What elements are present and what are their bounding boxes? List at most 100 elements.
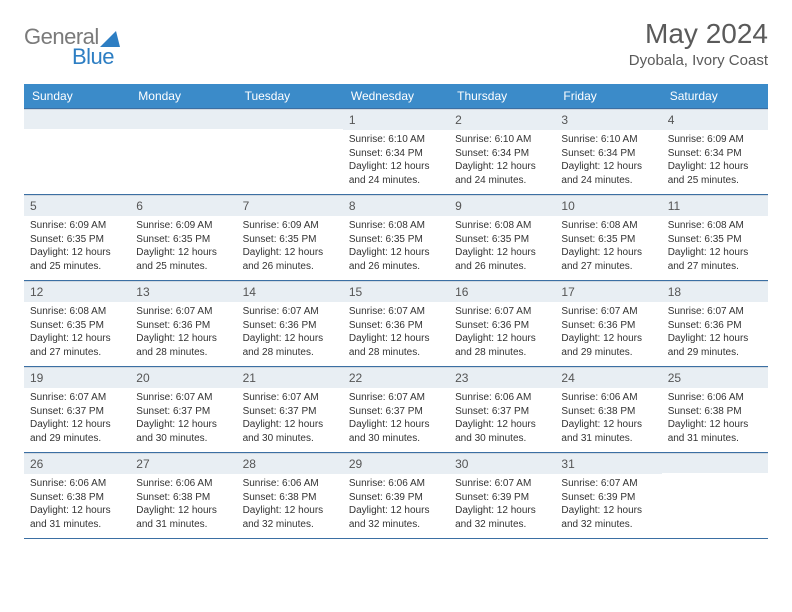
daylight-line: Daylight: 12 hours and 28 minutes.	[455, 332, 549, 359]
day-number: 23	[449, 367, 555, 388]
day-details: Sunrise: 6:07 AMSunset: 6:36 PMDaylight:…	[130, 302, 236, 364]
calendar-day-cell: 20Sunrise: 6:07 AMSunset: 6:37 PMDayligh…	[130, 367, 236, 453]
calendar-day-cell: 12Sunrise: 6:08 AMSunset: 6:35 PMDayligh…	[24, 281, 130, 367]
calendar-empty-cell	[662, 453, 768, 539]
calendar-day-cell: 31 Sunrise: 6:07 AMSunset: 6:39 PMDayligh…	[555, 453, 661, 539]
day-number: 24	[555, 367, 661, 388]
sunset-line: Sunset: 6:36 PM	[243, 319, 337, 333]
day-number: 31	[555, 453, 661, 474]
day-details: Sunrise: 6:06 AMSunset: 6:38 PMDaylight:…	[130, 474, 236, 536]
sunrise-line: Sunrise: 6:07 AM	[455, 305, 549, 319]
calendar-day-cell: 10Sunrise: 6:08 AMSunset: 6:35 PMDayligh…	[555, 195, 661, 281]
calendar-day-cell: 24Sunrise: 6:06 AMSunset: 6:38 PMDayligh…	[555, 367, 661, 453]
sunrise-line: Sunrise: 6:07 AM	[455, 477, 549, 491]
daylight-line: Daylight: 12 hours and 25 minutes.	[668, 160, 762, 187]
sunrise-line: Sunrise: 6:06 AM	[136, 477, 230, 491]
daylight-line: Daylight: 12 hours and 32 minutes.	[455, 504, 549, 531]
weekday-header: Monday	[130, 84, 236, 109]
day-details: Sunrise: 6:07 AMSunset: 6:36 PMDaylight:…	[555, 302, 661, 364]
sunrise-line: Sunrise: 6:06 AM	[668, 391, 762, 405]
sunset-line: Sunset: 6:36 PM	[136, 319, 230, 333]
sunset-line: Sunset: 6:38 PM	[668, 405, 762, 419]
empty-day-head	[237, 109, 343, 129]
calendar-page: GeneralBlue May 2024 Dyobala, Ivory Coas…	[0, 0, 792, 612]
sunset-line: Sunset: 6:35 PM	[668, 233, 762, 247]
day-number: 14	[237, 281, 343, 302]
day-number: 25	[662, 367, 768, 388]
empty-day-head	[662, 453, 768, 473]
day-number: 27	[130, 453, 236, 474]
calendar-week-row: 1Sunrise: 6:10 AMSunset: 6:34 PMDaylight…	[24, 109, 768, 195]
logo: GeneralBlue	[24, 18, 120, 70]
calendar-empty-cell	[130, 109, 236, 195]
calendar-day-cell: 18Sunrise: 6:07 AMSunset: 6:36 PMDayligh…	[662, 281, 768, 367]
sunrise-line: Sunrise: 6:07 AM	[30, 391, 124, 405]
daylight-line: Daylight: 12 hours and 29 minutes.	[30, 418, 124, 445]
sunset-line: Sunset: 6:39 PM	[455, 491, 549, 505]
day-number: 29	[343, 453, 449, 474]
day-number: 15	[343, 281, 449, 302]
sunrise-line: Sunrise: 6:09 AM	[243, 219, 337, 233]
sunset-line: Sunset: 6:38 PM	[136, 491, 230, 505]
calendar-day-cell: 6 Sunrise: 6:09 AMSunset: 6:35 PMDaylight…	[130, 195, 236, 281]
day-number: 3	[555, 109, 661, 130]
day-number: 10	[555, 195, 661, 216]
sunrise-line: Sunrise: 6:07 AM	[561, 477, 655, 491]
weekday-header: Wednesday	[343, 84, 449, 109]
day-number: 19	[24, 367, 130, 388]
calendar-day-cell: 7Sunrise: 6:09 AMSunset: 6:35 PMDaylight…	[237, 195, 343, 281]
day-number: 1	[343, 109, 449, 130]
calendar-day-cell: 4Sunrise: 6:09 AMSunset: 6:34 PMDaylight…	[662, 109, 768, 195]
location-label: Dyobala, Ivory Coast	[629, 52, 768, 69]
daylight-line: Daylight: 12 hours and 31 minutes.	[561, 418, 655, 445]
sunrise-line: Sunrise: 6:07 AM	[136, 391, 230, 405]
daylight-line: Daylight: 12 hours and 25 minutes.	[30, 246, 124, 273]
sunset-line: Sunset: 6:37 PM	[243, 405, 337, 419]
day-number: 5	[24, 195, 130, 216]
calendar-day-cell: 14Sunrise: 6:07 AMSunset: 6:36 PMDayligh…	[237, 281, 343, 367]
sunrise-line: Sunrise: 6:09 AM	[668, 133, 762, 147]
day-details: Sunrise: 6:08 AMSunset: 6:35 PMDaylight:…	[449, 216, 555, 278]
calendar-day-cell: 30Sunrise: 6:07 AMSunset: 6:39 PMDayligh…	[449, 453, 555, 539]
daylight-line: Daylight: 12 hours and 32 minutes.	[561, 504, 655, 531]
day-number: 4	[662, 109, 768, 130]
sunrise-line: Sunrise: 6:06 AM	[243, 477, 337, 491]
sunset-line: Sunset: 6:35 PM	[136, 233, 230, 247]
sunset-line: Sunset: 6:35 PM	[349, 233, 443, 247]
day-details: Sunrise: 6:09 AMSunset: 6:35 PMDaylight:…	[237, 216, 343, 278]
sunrise-line: Sunrise: 6:09 AM	[136, 219, 230, 233]
day-number: 22	[343, 367, 449, 388]
sunrise-line: Sunrise: 6:08 AM	[668, 219, 762, 233]
day-details: Sunrise: 6:07 AMSunset: 6:36 PMDaylight:…	[449, 302, 555, 364]
calendar-day-cell: 1Sunrise: 6:10 AMSunset: 6:34 PMDaylight…	[343, 109, 449, 195]
header-right: May 2024 Dyobala, Ivory Coast	[629, 18, 768, 69]
daylight-line: Daylight: 12 hours and 30 minutes.	[136, 418, 230, 445]
daylight-line: Daylight: 12 hours and 26 minutes.	[455, 246, 549, 273]
sunrise-line: Sunrise: 6:10 AM	[455, 133, 549, 147]
sunrise-line: Sunrise: 6:07 AM	[136, 305, 230, 319]
sunset-line: Sunset: 6:38 PM	[561, 405, 655, 419]
sunset-line: Sunset: 6:36 PM	[668, 319, 762, 333]
sunrise-line: Sunrise: 6:06 AM	[349, 477, 443, 491]
sunset-line: Sunset: 6:35 PM	[30, 319, 124, 333]
daylight-line: Daylight: 12 hours and 25 minutes.	[136, 246, 230, 273]
calendar-day-cell: 19Sunrise: 6:07 AMSunset: 6:37 PMDayligh…	[24, 367, 130, 453]
sunrise-line: Sunrise: 6:07 AM	[668, 305, 762, 319]
month-title: May 2024	[629, 18, 768, 50]
sunrise-line: Sunrise: 6:08 AM	[561, 219, 655, 233]
sunset-line: Sunset: 6:37 PM	[349, 405, 443, 419]
day-details: Sunrise: 6:07 AMSunset: 6:37 PMDaylight:…	[24, 388, 130, 450]
day-details: Sunrise: 6:06 AMSunset: 6:38 PMDaylight:…	[555, 388, 661, 450]
day-number: 6	[130, 195, 236, 216]
sunset-line: Sunset: 6:37 PM	[136, 405, 230, 419]
daylight-line: Daylight: 12 hours and 31 minutes.	[668, 418, 762, 445]
sunset-line: Sunset: 6:39 PM	[561, 491, 655, 505]
calendar-empty-cell	[237, 109, 343, 195]
sunrise-line: Sunrise: 6:09 AM	[30, 219, 124, 233]
sunset-line: Sunset: 6:38 PM	[30, 491, 124, 505]
calendar-week-row: 12Sunrise: 6:08 AMSunset: 6:35 PMDayligh…	[24, 281, 768, 367]
daylight-line: Daylight: 12 hours and 26 minutes.	[243, 246, 337, 273]
day-details: Sunrise: 6:08 AMSunset: 6:35 PMDaylight:…	[662, 216, 768, 278]
calendar-week-row: 19Sunrise: 6:07 AMSunset: 6:37 PMDayligh…	[24, 367, 768, 453]
day-details: Sunrise: 6:07 AMSunset: 6:39 PMDaylight:…	[449, 474, 555, 536]
